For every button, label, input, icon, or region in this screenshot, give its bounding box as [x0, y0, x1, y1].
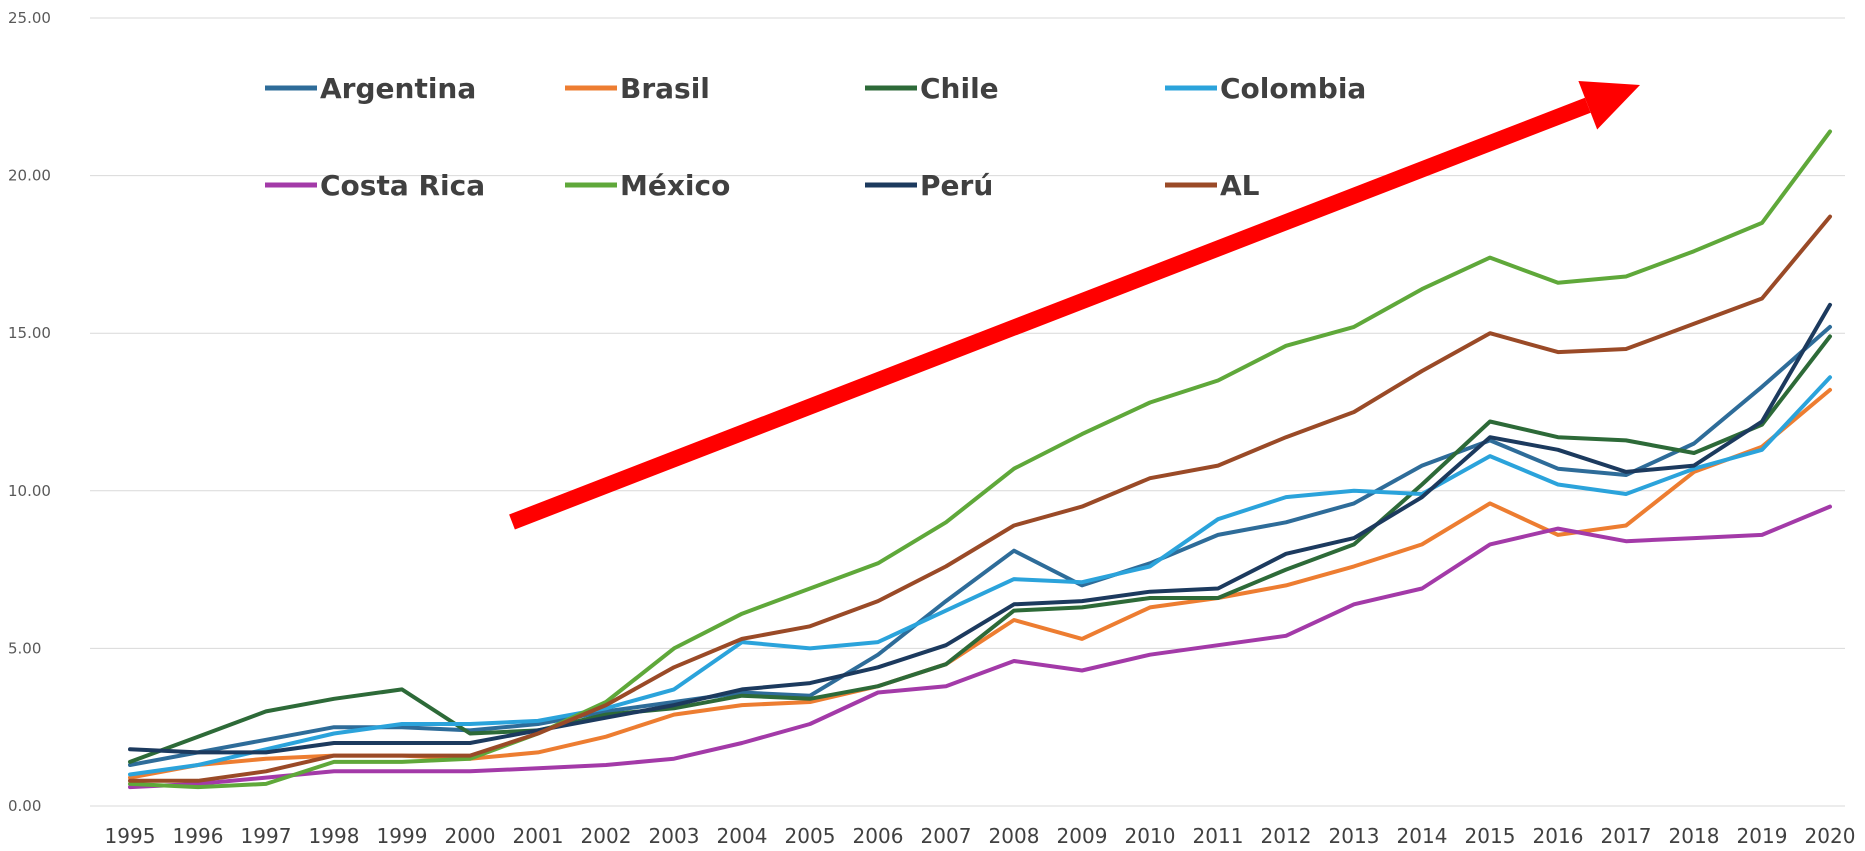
legend-label: AL — [1220, 169, 1260, 202]
x-tick-label: 2009 — [1057, 824, 1108, 848]
x-tick-label: 2014 — [1397, 824, 1448, 848]
x-tick-label: 1997 — [241, 824, 292, 848]
x-tick-label: 2003 — [649, 824, 700, 848]
series-line-al — [128, 214, 1832, 783]
x-tick-label: 1999 — [377, 824, 428, 848]
series-line-argentina — [128, 324, 1832, 767]
y-tick-label: 0.00 — [8, 797, 41, 815]
x-tick-label: 2016 — [1533, 824, 1584, 848]
y-axis-tick-labels: 0.00 5.00 10.00 15.00 20.00 25.00 — [8, 9, 51, 815]
legend-label: Chile — [920, 72, 999, 105]
x-tick-label: 2020 — [1805, 824, 1856, 848]
x-tick-label: 2004 — [717, 824, 768, 848]
x-tick-label: 2008 — [989, 824, 1040, 848]
y-tick-label: 20.00 — [8, 167, 51, 185]
x-tick-label: 2019 — [1737, 824, 1788, 848]
x-tick-label: 1995 — [105, 824, 156, 848]
x-tick-label: 1996 — [173, 824, 224, 848]
arrow-shaft — [509, 97, 1591, 530]
x-tick-label: 2005 — [785, 824, 836, 848]
arrow-head — [1578, 80, 1640, 130]
data-series — [128, 129, 1832, 790]
series-line-colombia — [128, 375, 1832, 777]
y-tick-label: 10.00 — [8, 482, 51, 500]
x-tick-label: 2018 — [1669, 824, 1720, 848]
y-tick-label: 25.00 — [8, 9, 51, 27]
trend-arrow-annotation — [509, 80, 1640, 530]
y-tick-label: 15.00 — [8, 324, 51, 342]
legend-label: México — [620, 169, 730, 202]
x-tick-label: 2007 — [921, 824, 972, 848]
x-axis-tick-labels: 1995 1996 1997 1998 1999 2000 2001 2002 2003 2004… — [105, 824, 1856, 848]
series-line-costa-rica — [128, 504, 1832, 790]
x-tick-label: 1998 — [309, 824, 360, 848]
series-line-per- — [128, 302, 1832, 755]
x-tick-label: 2010 — [1125, 824, 1176, 848]
legend-label: Perú — [920, 169, 993, 202]
series-line-chile — [128, 334, 1832, 764]
legend-label: Brasil — [620, 72, 710, 105]
x-tick-label: 2012 — [1261, 824, 1312, 848]
series-line-m-xico — [128, 129, 1832, 790]
legend: Argentina Brasil Chile Colombia Costa Rica Mé… — [265, 72, 1366, 202]
gridlines — [90, 17, 1845, 807]
legend-label: Colombia — [1220, 72, 1366, 105]
x-tick-label: 2001 — [513, 824, 564, 848]
y-tick-label: 5.00 — [8, 639, 41, 657]
x-tick-label: 2011 — [1193, 824, 1244, 848]
x-tick-label: 2002 — [581, 824, 632, 848]
series-line-brasil — [128, 387, 1832, 780]
x-tick-label: 2015 — [1465, 824, 1516, 848]
x-tick-label: 2013 — [1329, 824, 1380, 848]
legend-label: Costa Rica — [320, 169, 485, 202]
x-tick-label: 2000 — [445, 824, 496, 848]
legend-label: Argentina — [320, 72, 476, 105]
x-tick-label: 2006 — [853, 824, 904, 848]
x-tick-label: 2017 — [1601, 824, 1652, 848]
